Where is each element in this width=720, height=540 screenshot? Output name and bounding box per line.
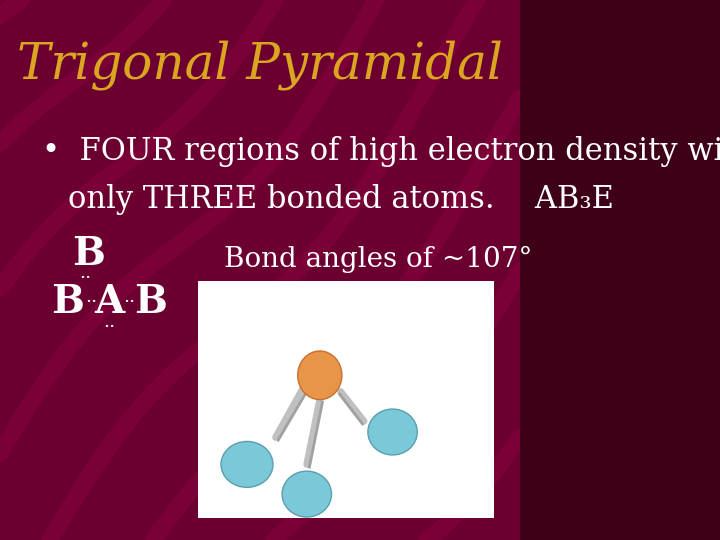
Text: Bond angles of ~107°: Bond angles of ~107° [224, 246, 532, 273]
Text: B: B [135, 284, 167, 321]
Text: A: A [94, 284, 125, 321]
Text: B: B [51, 284, 84, 321]
Text: ··: ·· [123, 293, 135, 312]
Ellipse shape [221, 442, 273, 487]
Text: •  FOUR regions of high electron density with: • FOUR regions of high electron density … [42, 136, 720, 167]
Text: ··: ·· [80, 269, 92, 287]
Text: Trigonal Pyramidal: Trigonal Pyramidal [17, 40, 503, 90]
Text: B: B [72, 235, 105, 273]
FancyBboxPatch shape [197, 281, 494, 518]
Ellipse shape [297, 351, 342, 400]
Text: only THREE bonded atoms.  AB₃E: only THREE bonded atoms. AB₃E [68, 184, 613, 215]
Ellipse shape [368, 409, 418, 455]
Text: ··: ·· [103, 318, 115, 336]
Text: ··: ·· [85, 293, 97, 312]
Ellipse shape [282, 471, 331, 517]
